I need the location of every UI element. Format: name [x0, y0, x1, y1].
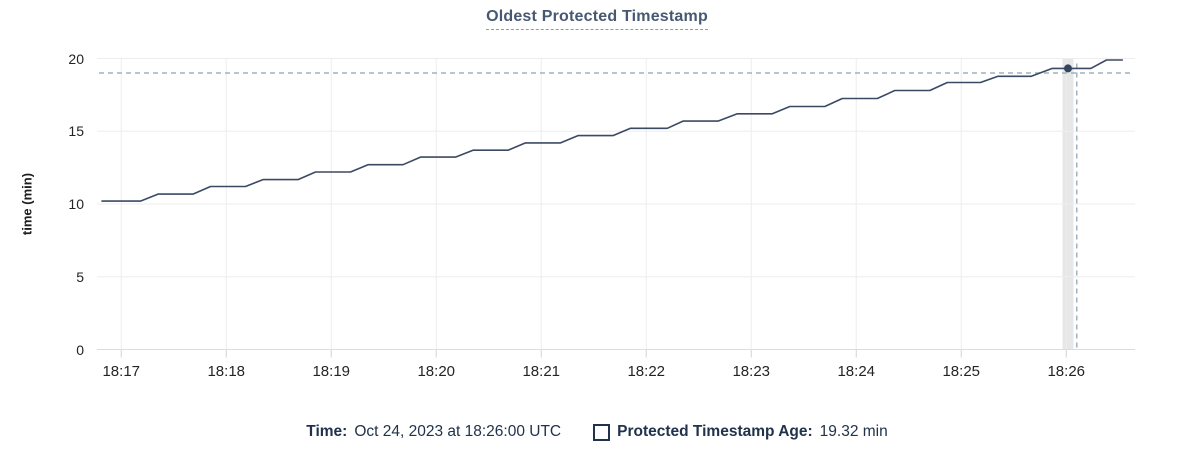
- y-axis-tick-label: 5: [76, 268, 84, 285]
- x-axis-tick-label: 18:17: [102, 363, 141, 380]
- y-axis-title: time (min): [19, 172, 35, 236]
- series-toggle-checkbox[interactable]: [593, 423, 611, 441]
- legend-series-value: 19.32 min: [819, 423, 888, 440]
- x-axis-tick-label: 18:21: [522, 363, 561, 380]
- line-chart-plot-area[interactable]: [95, 50, 1140, 362]
- x-axis-tick-label: 18:23: [732, 363, 771, 380]
- legend-time-value: Oct 24, 2023 at 18:26:00 UTC: [354, 423, 562, 440]
- hover-data-point: [1064, 64, 1072, 73]
- y-axis-tick-label: 20: [68, 50, 84, 67]
- x-axis-tick-label: 18:22: [627, 363, 666, 380]
- y-axis-tick-label: 0: [76, 341, 84, 358]
- legend-series-label: Protected Timestamp Age:: [617, 423, 813, 440]
- x-axis-tick-label: 18:20: [417, 363, 456, 380]
- x-axis-tick-label: 18:25: [942, 363, 981, 380]
- chart-title[interactable]: Oldest Protected Timestamp: [486, 8, 708, 30]
- x-axis-tick-label: 18:24: [837, 363, 876, 380]
- y-axis-tick-label: 15: [68, 123, 84, 140]
- x-axis-tick-label: 18:26: [1047, 363, 1086, 380]
- chart-header: Oldest Protected Timestamp: [0, 8, 1194, 30]
- legend-time-label: Time:: [306, 423, 348, 440]
- series-line: [101, 59, 1124, 202]
- hover-legend: Time: Oct 24, 2023 at 18:26:00 UTC Prote…: [0, 422, 1194, 442]
- y-axis-tick-label: 10: [68, 196, 84, 212]
- x-axis-tick-label: 18:19: [312, 363, 351, 380]
- x-axis-tick-label: 18:18: [207, 363, 246, 380]
